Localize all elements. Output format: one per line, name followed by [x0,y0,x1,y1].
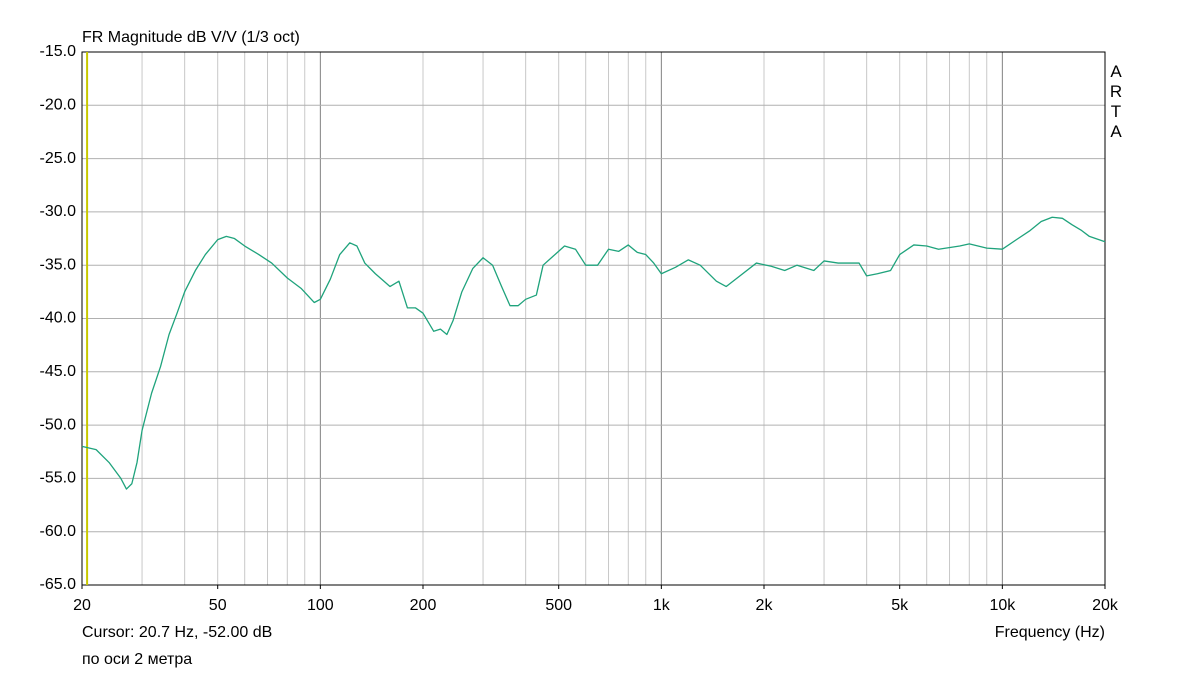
y-tick-label: -45.0 [40,363,77,380]
x-tick-label: 5k [891,597,909,614]
y-tick-label: -30.0 [40,203,77,220]
x-tick-label: 20k [1092,597,1119,614]
x-tick-label: 200 [410,597,437,614]
y-tick-label: -50.0 [40,416,77,433]
y-tick-label: -35.0 [40,256,77,273]
y-tick-label: -40.0 [40,310,77,327]
x-tick-label: 2k [756,597,774,614]
cursor-readout: Cursor: 20.7 Hz, -52.00 dB [82,624,272,641]
plot-frame [81,51,1106,586]
note: по оси 2 метра [82,651,192,668]
y-tick-label: -20.0 [40,97,77,114]
x-tick-label: 100 [307,597,334,614]
y-tick-label: -60.0 [40,523,77,540]
x-tick-label: 10k [989,597,1016,614]
y-tick-label: -15.0 [40,43,77,60]
x-axis-label: Frequency (Hz) [995,624,1105,641]
x-tick-label: 20 [73,597,91,614]
y-tick-label: -65.0 [40,576,77,593]
fr-curve [81,216,1106,490]
chart-title: FR Magnitude dB V/V (1/3 oct) [82,29,300,46]
y-tick-label: -25.0 [40,150,77,167]
x-tick-label: 1k [653,597,671,614]
x-tick-label: 50 [209,597,227,614]
brand: ARTA [1107,62,1126,142]
x-tick-label: 500 [545,597,572,614]
y-tick-label: -55.0 [40,470,77,487]
